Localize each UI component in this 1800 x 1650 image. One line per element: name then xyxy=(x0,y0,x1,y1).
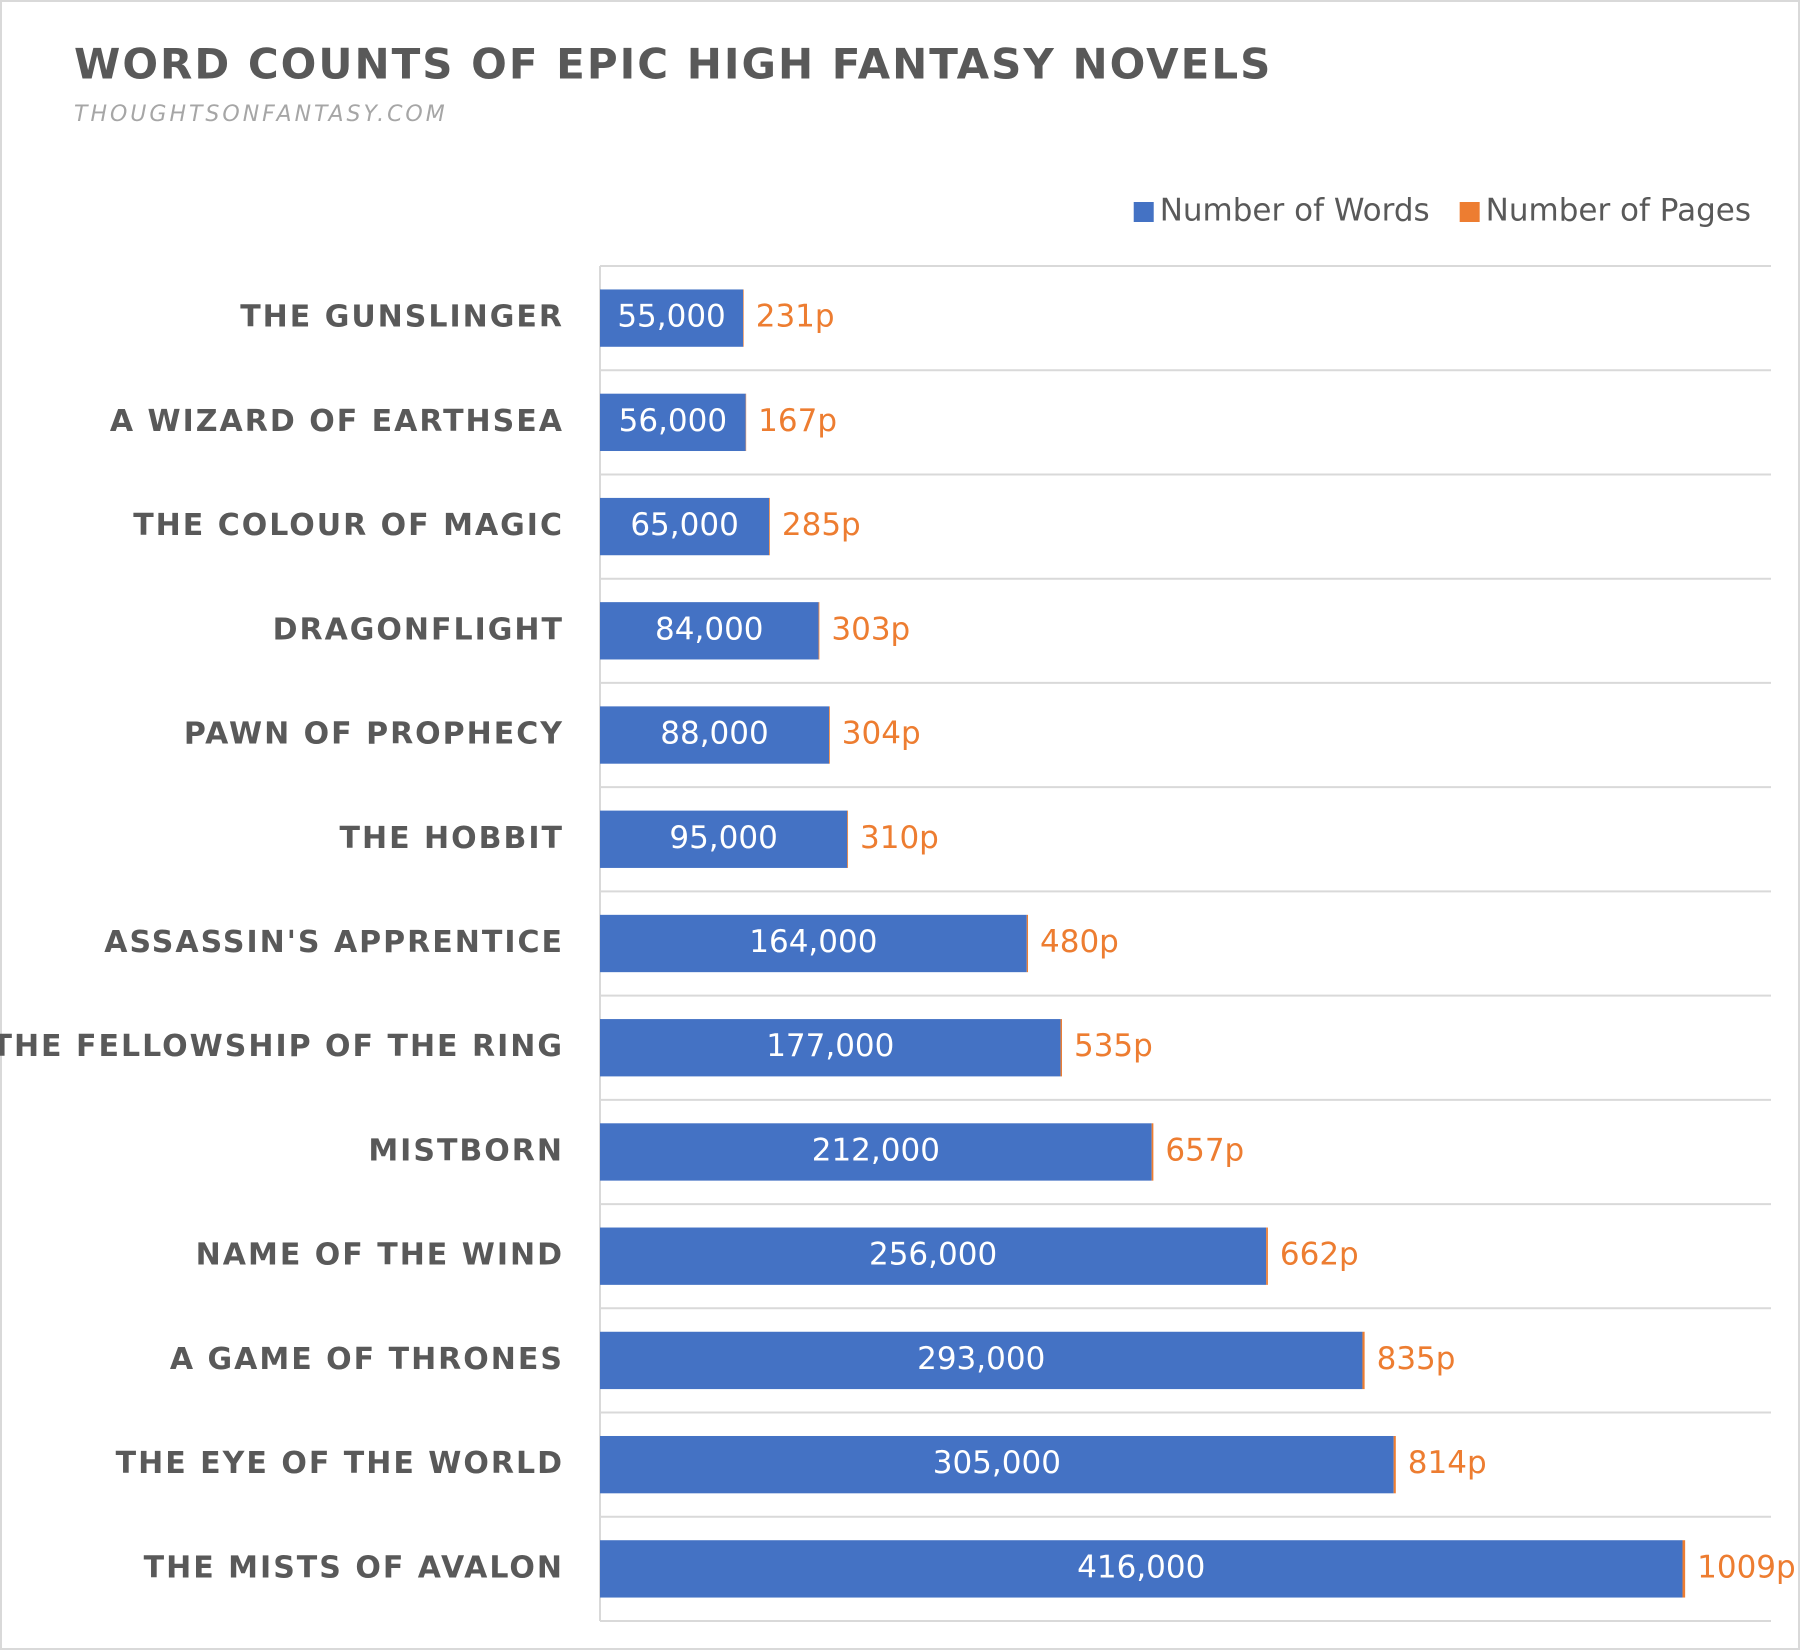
category-label: A GAME OF THRONES xyxy=(170,1342,564,1377)
category-label: MISTBORN xyxy=(368,1133,564,1168)
value-label: 285p xyxy=(782,507,861,543)
chart-title: WORD COUNTS OF EPIC HIGH FANTASY NOVELS xyxy=(74,40,1272,89)
value-label: 416,000 xyxy=(1077,1549,1205,1585)
bar-segment xyxy=(769,497,770,556)
bar-segment xyxy=(600,1540,1683,1598)
value-label: 657p xyxy=(1165,1132,1244,1168)
value-label: 95,000 xyxy=(669,820,777,856)
bar-segment xyxy=(1151,1123,1154,1181)
value-label: 835p xyxy=(1377,1341,1456,1377)
category-label: PAWN OF PROPHECY xyxy=(184,717,564,752)
category-label: THE COLOUR OF MAGIC xyxy=(133,508,564,543)
category-label: THE HOBBIT xyxy=(340,821,564,856)
bar-segment xyxy=(743,289,744,347)
bar-segment xyxy=(600,1019,1061,1077)
category-label: THE EYE OF THE WORLD xyxy=(116,1446,564,1481)
value-label: 56,000 xyxy=(619,403,727,439)
value-label: 303p xyxy=(831,611,910,647)
bar-segment xyxy=(600,602,819,660)
bar-segment xyxy=(1362,1331,1365,1390)
value-label: 164,000 xyxy=(749,924,877,960)
chart-subtitle: THOUGHTSONFANTASY.COM xyxy=(74,102,448,127)
category-label: A WIZARD OF EARTHSEA xyxy=(110,404,564,439)
legend-swatch xyxy=(1459,202,1480,222)
legend-label: Number of Pages xyxy=(1486,193,1751,229)
bar-segment xyxy=(600,289,744,347)
bar-segment xyxy=(600,1227,1267,1285)
bar-segment xyxy=(828,706,830,764)
bar-segment xyxy=(600,1123,1152,1181)
bar-segment xyxy=(600,1331,1363,1390)
value-label: 84,000 xyxy=(655,611,763,647)
value-label: 662p xyxy=(1280,1237,1359,1273)
value-label: 231p xyxy=(756,299,835,335)
bar-segment xyxy=(847,810,849,868)
value-label: 480p xyxy=(1040,924,1119,960)
value-label: 167p xyxy=(758,403,837,439)
bar-segment xyxy=(600,497,770,556)
bar-segment xyxy=(600,810,848,868)
value-label: 256,000 xyxy=(869,1237,997,1273)
value-label: 304p xyxy=(842,716,921,752)
legend-label: Number of Words xyxy=(1160,193,1430,229)
bar-segment xyxy=(600,706,829,764)
category-label: NAME OF THE WIND xyxy=(196,1238,564,1273)
category-label: THE MISTS OF AVALON xyxy=(144,1550,564,1585)
value-label: 310p xyxy=(860,820,939,856)
value-label: 55,000 xyxy=(617,299,725,335)
bar-segment xyxy=(600,393,746,452)
value-label: 88,000 xyxy=(660,716,768,752)
value-label: 305,000 xyxy=(933,1445,1061,1481)
value-label: 1009p xyxy=(1697,1549,1796,1585)
category-label: THE FELLOWSHIP OF THE RING xyxy=(0,1029,564,1064)
bar-segment xyxy=(1266,1227,1268,1285)
bar-segment xyxy=(600,1435,1394,1494)
value-label: 814p xyxy=(1408,1445,1487,1481)
bar-segment xyxy=(1393,1435,1396,1494)
bar-segment xyxy=(1060,1019,1062,1077)
category-label: THE GUNSLINGER xyxy=(240,300,564,335)
bar-segment xyxy=(1682,1540,1686,1598)
bar-segment xyxy=(818,602,820,660)
value-label: 535p xyxy=(1074,1028,1153,1064)
value-label: 65,000 xyxy=(630,507,738,543)
category-label: ASSASSIN'S APPRENTICE xyxy=(104,925,564,960)
value-label: 293,000 xyxy=(917,1341,1045,1377)
legend-swatch xyxy=(1133,202,1154,222)
bar-segment xyxy=(600,914,1027,973)
bar-segment xyxy=(1026,914,1029,973)
value-label: 177,000 xyxy=(766,1028,894,1064)
category-label: DRAGONFLIGHT xyxy=(273,612,564,647)
value-label: 212,000 xyxy=(812,1132,940,1168)
